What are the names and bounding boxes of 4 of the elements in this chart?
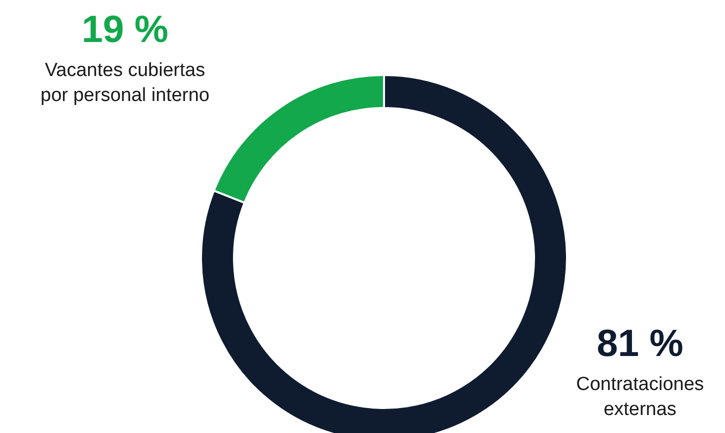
data-label: 19 %	[80, 8, 170, 52]
data-label: 81 %	[596, 322, 684, 366]
slice-label: Contrataciones externas	[575, 373, 705, 422]
slice-label: Vacantes cubiertas por personal interno	[40, 59, 210, 108]
